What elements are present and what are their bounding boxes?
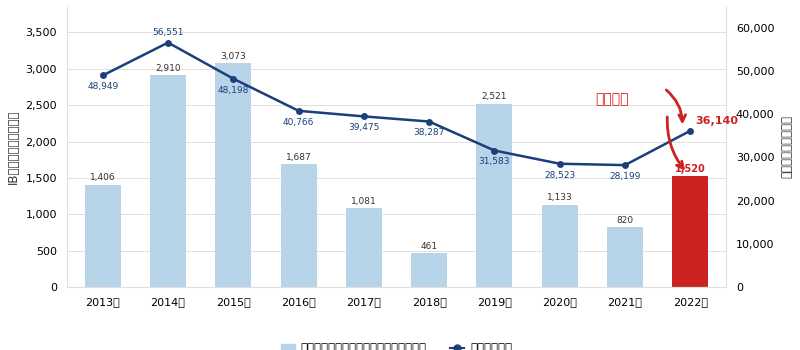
Text: 38,287: 38,287 bbox=[414, 128, 445, 138]
Text: 40,766: 40,766 bbox=[283, 118, 314, 127]
Bar bbox=[672, 176, 708, 287]
Bar bbox=[150, 75, 186, 287]
Bar bbox=[477, 104, 512, 287]
Text: 2,521: 2,521 bbox=[482, 92, 507, 101]
Text: 48,949: 48,949 bbox=[87, 82, 118, 91]
Bar bbox=[542, 205, 578, 287]
Text: 1,081: 1,081 bbox=[351, 197, 377, 206]
Text: 36,140: 36,140 bbox=[695, 117, 738, 126]
Text: 1,133: 1,133 bbox=[547, 193, 573, 202]
Text: 2,910: 2,910 bbox=[155, 64, 181, 73]
Bar bbox=[215, 63, 251, 287]
Text: 461: 461 bbox=[421, 242, 438, 251]
Y-axis label: IB不正送金（百万円）: IB不正送金（百万円） bbox=[7, 110, 20, 184]
Text: 820: 820 bbox=[617, 216, 634, 225]
Bar bbox=[411, 253, 447, 287]
Y-axis label: 特殊詐欺（百万円）: 特殊詐欺（百万円） bbox=[780, 116, 793, 178]
Text: 48,198: 48,198 bbox=[218, 86, 249, 94]
Legend: インターネットバンキング不正送金被害, 特殊詐欺被害: インターネットバンキング不正送金被害, 特殊詐欺被害 bbox=[276, 337, 517, 350]
Text: 39,475: 39,475 bbox=[348, 123, 379, 132]
Bar bbox=[281, 164, 317, 287]
Text: 31,583: 31,583 bbox=[478, 158, 510, 166]
Text: 28,199: 28,199 bbox=[610, 172, 641, 181]
Text: 28,523: 28,523 bbox=[544, 171, 575, 180]
Text: 1,406: 1,406 bbox=[90, 173, 115, 182]
Text: 増加傾向: 増加傾向 bbox=[595, 92, 629, 106]
Text: 56,551: 56,551 bbox=[152, 28, 184, 36]
Text: 1,520: 1,520 bbox=[675, 164, 706, 174]
Bar bbox=[346, 208, 382, 287]
Bar bbox=[607, 228, 643, 287]
Text: 3,073: 3,073 bbox=[221, 52, 246, 61]
Bar bbox=[85, 185, 121, 287]
Text: 1,687: 1,687 bbox=[286, 153, 311, 162]
